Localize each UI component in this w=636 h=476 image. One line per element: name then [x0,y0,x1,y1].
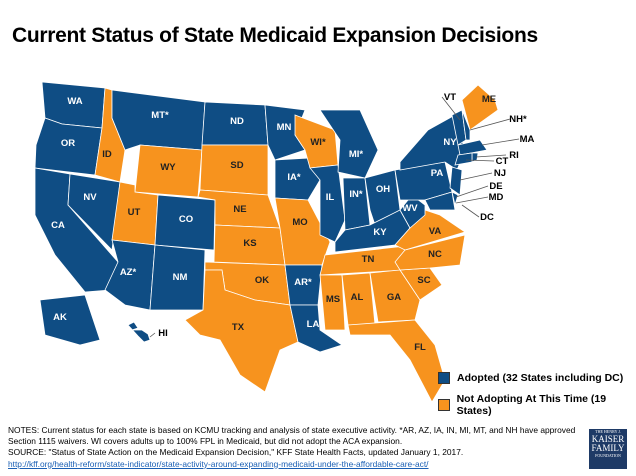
leader-line-hi [149,332,156,338]
state-ia [274,157,321,201]
state-label-co: CO [179,214,193,225]
state-label-oh: OH [376,184,390,195]
state-ms [319,274,346,331]
state-label-ct: CT [496,156,509,167]
state-ct [454,152,473,166]
state-label-fl: FL [414,342,426,353]
state-label-nm: NM [173,272,188,283]
state-nc [394,234,466,271]
state-label-il: IL [326,192,335,203]
state-label-va: VA [429,226,442,237]
state-md [424,191,456,211]
state-label-me: ME [482,94,496,105]
state-fl [347,319,446,403]
kff-logo: THE HENRY J. KAISER FAMILY FOUNDATION [589,429,627,469]
state-label-wa: WA [67,96,82,107]
state-label-mi: MI* [349,149,364,160]
state-label-ok: OK [255,275,269,286]
state-label-id: ID [102,149,112,160]
state-hi [127,321,151,343]
leader-line-ri [475,154,507,158]
state-nv [67,173,121,251]
leader-line-nh [469,118,511,131]
source-text: SOURCE: "Status of State Action on the M… [8,447,464,458]
state-label-tx: TX [232,322,245,333]
state-label-dc: DC [480,212,494,223]
state-label-mo: MO [292,217,307,228]
state-label-nh: NH* [509,114,527,125]
legend-swatch-adopted [438,372,450,384]
page-title: Current Status of State Medicaid Expansi… [12,24,538,47]
state-de [451,191,459,207]
source-link[interactable]: http://kff.org/health-reform/state-indic… [8,458,429,469]
leader-line-ma [481,138,520,146]
legend-label: Not Adopting At This Time (19 States) [456,393,607,417]
legend-swatch-not-adopting [438,399,450,411]
state-label-hi: HI [158,328,168,339]
state-nj [449,166,463,196]
legend-item-not-adopting: Not Adopting At This Time (19 States) [438,393,636,417]
state-label-nj: NJ [494,168,506,179]
state-label-mn: MN [277,122,292,133]
state-label-sc: SC [417,275,430,286]
state-label-wv: WV [402,203,418,214]
state-la [289,304,343,353]
legend-label: Adopted (32 States including DC) [457,372,624,384]
state-label-ma: MA [520,134,535,145]
state-ak [39,294,101,346]
leader-line-md [455,196,489,204]
state-label-tn: TN [362,254,375,265]
state-label-wi: WI* [310,137,326,148]
notes: NOTES: Current status for each state is … [8,425,598,470]
leader-line-dc [461,204,480,218]
state-label-ut: UT [128,207,141,218]
leader-line-nj [459,172,493,181]
state-nh [461,109,471,141]
state-ga [369,269,421,323]
state-label-az: AZ* [120,267,137,278]
state-label-pa: PA [431,168,444,179]
state-label-wy: WY [160,162,176,173]
state-tx [184,269,299,393]
state-label-ks: KS [243,238,256,249]
state-label-md: MD [489,192,504,203]
state-label-ca: CA [51,220,65,231]
state-label-ak: AK [53,312,67,323]
legend-item-adopted: Adopted (32 States including DC) [438,372,623,384]
us-map: WA OR CA NV ID MT* WY UT AZ* CO NM ND SD NE KS OK TX MN IA… [34,81,535,403]
state-label-or: OR [61,138,75,149]
state-me [461,84,499,131]
state-label-in: IN* [349,189,363,200]
state-label-ga: GA [387,292,401,303]
state-label-mt: MT* [151,110,169,121]
state-label-nc: NC [428,249,442,260]
state-label-nv: NV [83,192,97,203]
state-label-ky: KY [373,227,387,238]
state-label-ar: AR* [294,277,312,288]
state-label-vt: VT [444,92,456,103]
leader-line-ct [465,159,495,162]
state-label-nd: ND [230,116,244,127]
state-label-ri: RI [509,150,519,161]
state-label-ny: NY [443,137,457,148]
notes-text: NOTES: Current status for each state is … [8,425,576,447]
state-label-de: DE [489,181,502,192]
leader-line-vt [441,96,461,121]
state-label-la: LA [307,319,320,330]
state-label-ne: NE [233,204,246,215]
state-label-ms: MS [326,294,340,305]
state-ma [457,139,488,156]
state-label-al: AL [351,292,364,303]
leader-line-de [455,185,489,198]
state-label-ia: IA* [287,172,301,183]
state-label-sd: SD [230,160,243,171]
